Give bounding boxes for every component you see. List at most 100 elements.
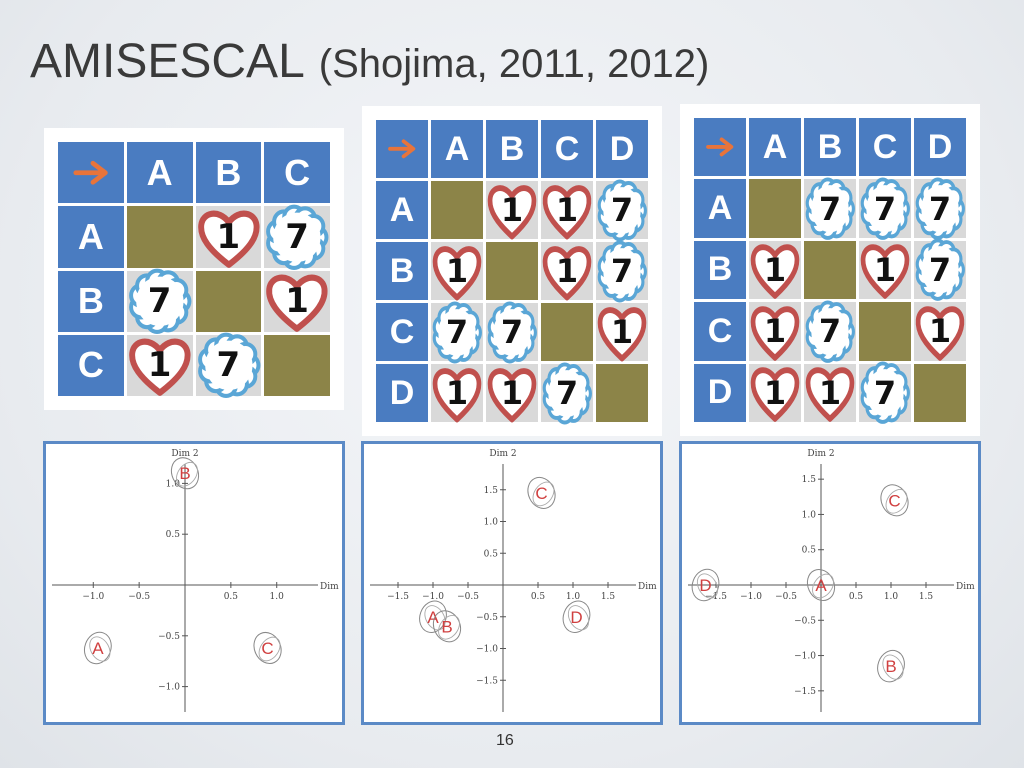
x-tick-label: −1.5 bbox=[387, 592, 409, 602]
row-header: A bbox=[694, 179, 746, 238]
stimulus-point-c: C bbox=[880, 484, 909, 517]
diagonal-cell bbox=[596, 364, 648, 422]
cell-value: 7 bbox=[610, 191, 634, 229]
cell-value: 7 bbox=[610, 252, 634, 290]
y-tick-label: 1.0 bbox=[166, 479, 181, 489]
x-axis-label: Dim 1 bbox=[956, 582, 978, 592]
matrix-cell: 1 bbox=[431, 242, 483, 300]
column-header: A bbox=[431, 120, 483, 178]
cloud-icon: 7 bbox=[541, 361, 593, 426]
cell-value: 7 bbox=[216, 345, 241, 386]
row-header: D bbox=[694, 363, 746, 422]
stimulus-point-c: C bbox=[253, 631, 282, 664]
point-label: C bbox=[535, 484, 547, 503]
matrix-cell: 1 bbox=[749, 302, 801, 361]
x-tick-label: −0.5 bbox=[457, 592, 479, 602]
column-header: B bbox=[195, 142, 262, 204]
matrix-cell: 7 bbox=[431, 301, 483, 363]
row-header: A bbox=[376, 181, 428, 239]
matrix-cell: 7 bbox=[541, 362, 593, 424]
heart-icon: 1 bbox=[596, 300, 648, 365]
cell-value: 1 bbox=[285, 281, 309, 322]
heart-icon: 1 bbox=[486, 178, 538, 243]
heart-icon: 1 bbox=[804, 360, 856, 425]
x-tick-label: −1.0 bbox=[422, 592, 444, 602]
cell-value: 7 bbox=[818, 312, 842, 351]
point-label: C bbox=[888, 491, 900, 510]
x-tick-label: 0.5 bbox=[531, 592, 546, 602]
cell-value: 1 bbox=[500, 191, 524, 229]
x-tick-label: 1.0 bbox=[566, 592, 581, 602]
cell-value: 1 bbox=[147, 345, 172, 386]
diagonal-cell bbox=[804, 240, 856, 300]
x-tick-label: 1.0 bbox=[884, 592, 899, 602]
point-label: B bbox=[179, 464, 190, 483]
slide-title-main: AMISESCAL bbox=[30, 35, 305, 88]
stimulus-point-d: D bbox=[691, 568, 720, 602]
matrix-cell: 7 bbox=[859, 361, 911, 424]
cell-value: 1 bbox=[763, 250, 787, 289]
matrix-cell: 7 bbox=[195, 332, 262, 399]
matrix-cell: 1 bbox=[749, 363, 801, 422]
x-tick-label: −1.5 bbox=[705, 592, 727, 602]
row-header: B bbox=[58, 270, 124, 332]
stimulus-point-c: C bbox=[527, 476, 556, 509]
cell-value: 7 bbox=[928, 189, 952, 228]
x-tick-label: 1.5 bbox=[601, 592, 616, 602]
cloud-icon: 7 bbox=[596, 178, 648, 243]
y-tick-label: 1.5 bbox=[484, 486, 499, 496]
heart-icon: 1 bbox=[127, 331, 193, 400]
row-header: C bbox=[694, 302, 746, 361]
matrix-corner bbox=[376, 120, 428, 178]
x-axis-label: Dim 1 bbox=[320, 582, 342, 592]
y-tick-label: 0.5 bbox=[484, 549, 499, 559]
matrix-cell: 7 bbox=[804, 177, 856, 240]
cloud-icon: 7 bbox=[196, 331, 262, 400]
cell-value: 7 bbox=[928, 250, 952, 289]
matrix-cell: 1 bbox=[749, 240, 801, 300]
page-number: 16 bbox=[496, 732, 514, 749]
arrow-right-icon bbox=[706, 137, 734, 157]
cell-value: 7 bbox=[555, 374, 579, 412]
matrix-cell: 7 bbox=[914, 177, 966, 240]
x-tick-label: 1.5 bbox=[919, 592, 934, 602]
matrix-cell: 7 bbox=[859, 177, 911, 240]
cell-value: 1 bbox=[445, 252, 469, 290]
y-axis-label: Dim 2 bbox=[489, 449, 516, 459]
cloud-icon: 7 bbox=[804, 176, 856, 241]
confidence-ellipse bbox=[89, 636, 111, 662]
diagonal-cell bbox=[749, 179, 801, 238]
cell-value: 7 bbox=[285, 216, 309, 257]
matrix-corner bbox=[58, 142, 124, 204]
cloud-icon: 7 bbox=[859, 176, 911, 241]
cell-value: 1 bbox=[610, 313, 634, 351]
matrix-cell: 7 bbox=[596, 179, 648, 241]
stimulus-point-b: B bbox=[170, 457, 200, 490]
heart-icon: 1 bbox=[914, 299, 966, 364]
y-tick-label: −0.5 bbox=[794, 616, 816, 626]
matrix-cell: 1 bbox=[914, 302, 966, 361]
matrix-cell: 7 bbox=[804, 300, 856, 363]
heart-icon: 1 bbox=[541, 178, 593, 243]
cell-value: 1 bbox=[445, 374, 469, 412]
row-header: C bbox=[58, 334, 124, 396]
confidence-ellipse bbox=[882, 654, 904, 680]
row-header: A bbox=[58, 206, 124, 268]
matrix-cell: 1 bbox=[541, 181, 593, 239]
point-label: B bbox=[441, 617, 452, 636]
heart-icon: 1 bbox=[196, 203, 262, 272]
column-header: A bbox=[749, 118, 801, 177]
stimulus-point-b: B bbox=[432, 610, 462, 643]
diagonal-cell bbox=[264, 334, 330, 396]
matrix-cell: 7 bbox=[914, 238, 966, 302]
cell-value: 7 bbox=[818, 189, 842, 228]
column-header: A bbox=[126, 142, 193, 204]
stimulus-point-a: A bbox=[806, 568, 836, 602]
confidence-ellipse bbox=[258, 636, 281, 662]
matrix-cell: 7 bbox=[486, 301, 538, 363]
scaling-plot-3: −1.5 −1.0 −0.5 0.5 1.0 1.5 1.5 1.0 0.5 −0.5 −1.0 −1… bbox=[679, 441, 981, 725]
point-label: A bbox=[92, 639, 104, 658]
y-axis-label: Dim 2 bbox=[807, 449, 834, 459]
diagonal-cell bbox=[486, 242, 538, 300]
